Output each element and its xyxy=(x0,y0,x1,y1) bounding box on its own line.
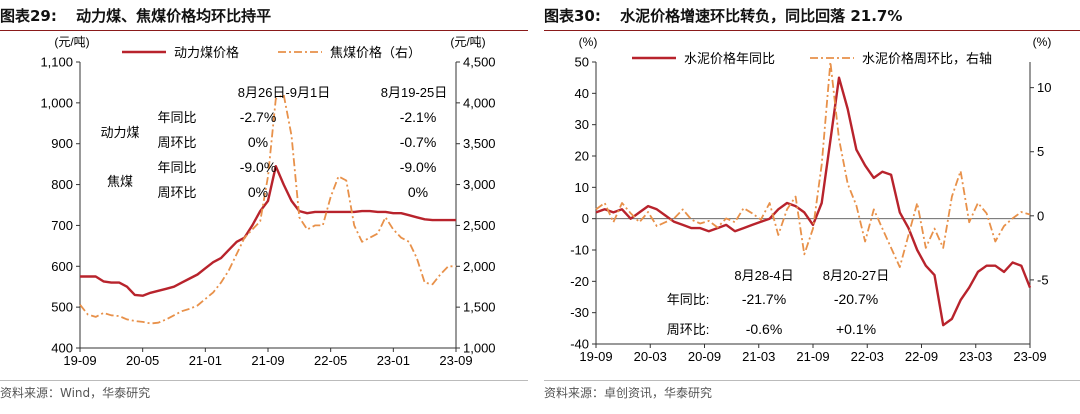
x-tick-label: 19-09 xyxy=(63,353,96,368)
y-tick-label-right: 3,500 xyxy=(463,136,496,151)
right-bottom-rule xyxy=(544,380,1080,381)
right-source: 资料来源：卓创资讯，华泰研究 xyxy=(544,386,713,400)
left-source: 资料来源：Wind，华泰研究 xyxy=(0,386,151,400)
legend-label-1: 水泥价格年同比 xyxy=(684,51,775,66)
annotation-metric: 周环比: xyxy=(667,322,710,337)
y-unit-left: (元/吨) xyxy=(54,35,89,49)
left-figure-title: 图表29: 动力煤、焦煤价格均环比持平 xyxy=(0,4,528,31)
y-unit-left: (%) xyxy=(579,35,598,49)
series-line-2 xyxy=(79,93,456,325)
y-tick-label-left: 10 xyxy=(575,180,589,195)
x-tick-label: 21-03 xyxy=(742,349,775,364)
y-unit-right: (元/吨) xyxy=(450,35,485,49)
annotation-metric: 年同比 xyxy=(157,110,196,125)
annotation-value-1: -0.6% xyxy=(746,321,783,337)
annotation-value-2: -0.7% xyxy=(400,134,437,150)
annotation-value-2: -2.1% xyxy=(400,109,437,125)
annotation-header-2: 8月19-25日 xyxy=(381,85,447,100)
annotation-header-1: 8月28-4日 xyxy=(734,268,793,283)
y-tick-label-right: 3,000 xyxy=(463,177,496,192)
y-tick-label-left: -30 xyxy=(570,305,589,320)
y-tick-label-right: 2,000 xyxy=(463,259,496,274)
y-tick-label-right: 2,500 xyxy=(463,218,496,233)
x-tick-label: 20-09 xyxy=(688,349,721,364)
left-figure-title-text: 动力煤、焦煤价格均环比持平 xyxy=(76,7,272,25)
legend-label-2: 焦煤价格（右） xyxy=(330,45,421,60)
left-figure-label: 图表29: xyxy=(0,7,57,25)
annotation-metric: 周环比 xyxy=(157,185,196,200)
annotation-value-2: 0% xyxy=(408,184,428,200)
y-tick-label-left: 1,000 xyxy=(40,95,73,110)
y-tick-label-left: 50 xyxy=(575,55,589,70)
annotation-group-thermal-coal: 动力煤 xyxy=(100,125,139,140)
right-figure: 图表30: 水泥价格增速环比转负，同比回落 21.7% 50 40 30 20 10 0-… xyxy=(544,0,1080,414)
annotation-value-2: -20.7% xyxy=(834,291,878,307)
x-tick-label: 21-01 xyxy=(189,353,222,368)
annotation-value-1: -21.7% xyxy=(742,291,786,307)
y-tick-label-left: 30 xyxy=(575,117,589,132)
x-tick-label: 21-09 xyxy=(251,353,284,368)
series-line-1 xyxy=(80,164,456,297)
x-tick-label: 19-09 xyxy=(579,349,612,364)
annotation-metric: 年同比: xyxy=(667,292,710,307)
right-figure-label: 图表30: xyxy=(544,7,601,25)
x-tick-label: 23-09 xyxy=(439,353,472,368)
annotation-group-coking-coal: 焦煤 xyxy=(107,174,133,189)
y-tick-label-left: 20 xyxy=(575,149,589,164)
y-tick-label-left: 1,100 xyxy=(40,55,73,70)
y-tick-label-left: -10 xyxy=(570,243,589,258)
y-tick-label-right: 0 xyxy=(1037,208,1044,223)
x-tick-label: 23-01 xyxy=(377,353,410,368)
left-figure: 图表29: 动力煤、焦煤价格均环比持平 1,100 1,000 900 800 700 6… xyxy=(0,0,528,414)
y-tick-label-left: 500 xyxy=(51,300,73,315)
y-tick-label-right: 10 xyxy=(1037,80,1051,95)
annotation-metric: 周环比 xyxy=(157,135,196,150)
x-tick-label: 22-05 xyxy=(314,353,347,368)
legend-label-1: 动力煤价格 xyxy=(174,45,239,60)
y-tick-label-right: 1,500 xyxy=(463,300,496,315)
x-tick-label: 22-09 xyxy=(905,349,938,364)
y-tick-label-left: 900 xyxy=(51,136,73,151)
annotation-value-1: -2.7% xyxy=(240,109,277,125)
right-figure-title: 图表30: 水泥价格增速环比转负，同比回落 21.7% xyxy=(544,4,1080,31)
annotation-value-2: -9.0% xyxy=(400,159,437,175)
annotation-metric: 年同比 xyxy=(157,160,196,175)
annotation-value-1: 0% xyxy=(248,184,268,200)
annotation-header-1: 8月26日-9月1日 xyxy=(238,85,330,100)
y-tick-label-left: 800 xyxy=(51,177,73,192)
y-tick-label-right: 4,000 xyxy=(463,95,496,110)
y-tick-label-left: 40 xyxy=(575,86,589,101)
annotation-value-1: 0% xyxy=(248,134,268,150)
x-tick-label: 23-09 xyxy=(1013,349,1046,364)
annotation-value-1: -9.0% xyxy=(240,159,277,175)
x-tick-label: 20-05 xyxy=(126,353,159,368)
annotation-header-2: 8月20-27日 xyxy=(823,268,889,283)
series-line-2 xyxy=(595,61,1031,269)
y-tick-label-left: 400 xyxy=(51,341,73,356)
y-tick-label-right: 5 xyxy=(1037,144,1044,159)
x-tick-label: 20-03 xyxy=(634,349,667,364)
annotation-value-2: +0.1% xyxy=(836,321,876,337)
x-tick-label: 22-03 xyxy=(851,349,884,364)
y-tick-label-left: 0 xyxy=(582,211,589,226)
y-tick-label-right: -5 xyxy=(1037,272,1049,287)
left-chart: 1,100 1,000 900 800 700 600 500 400 4,500 4,000 3,… xyxy=(40,35,496,368)
y-tick-label-left: 700 xyxy=(51,218,73,233)
y-tick-label-left: 600 xyxy=(51,259,73,274)
series-line-1 xyxy=(595,76,1032,327)
legend-label-2: 水泥价格周环比，右轴 xyxy=(862,51,992,66)
left-bottom-rule xyxy=(0,380,528,381)
x-tick-label: 23-03 xyxy=(959,349,992,364)
x-tick-label: 21-09 xyxy=(796,349,829,364)
y-tick-label-left: -20 xyxy=(570,274,589,289)
right-figure-title-text: 水泥价格增速环比转负，同比回落 21.7% xyxy=(620,7,903,25)
y-tick-label-left: -40 xyxy=(570,337,589,352)
y-unit-right: (%) xyxy=(1033,35,1052,49)
y-tick-label-right: 1,000 xyxy=(463,341,496,356)
y-tick-label-right: 4,500 xyxy=(463,55,496,70)
